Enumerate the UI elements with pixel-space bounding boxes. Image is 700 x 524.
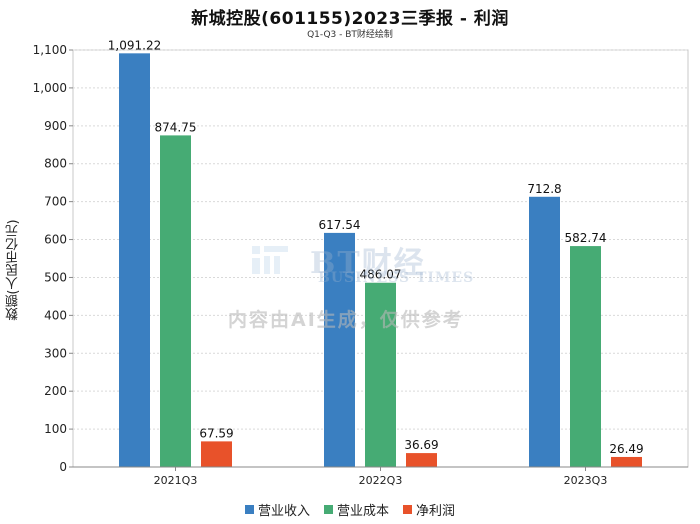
bar-value-label: 617.54 [319, 218, 361, 232]
bar [324, 232, 355, 467]
bar-value-label: 67.59 [199, 426, 233, 440]
bar-value-label: 36.69 [404, 438, 438, 452]
legend-label: 营业成本 [336, 504, 389, 519]
bar-value-label: 874.75 [155, 120, 197, 134]
legend-item[interactable]: 净利润 [403, 500, 455, 519]
y-tick-label: 1,100 [33, 43, 67, 57]
legend-swatch [244, 505, 254, 514]
y-tick-label: 600 [44, 233, 67, 247]
bar [611, 456, 642, 467]
bar [570, 246, 601, 467]
y-tick-label: 800 [44, 157, 67, 171]
y-tick-label: 1,000 [33, 81, 67, 95]
y-tick-label: 900 [44, 119, 67, 133]
bar-value-label: 26.49 [609, 442, 643, 456]
bars: 1,091.22 874.75 67.59 617.54 486.07 36.69 712.… [108, 38, 644, 467]
bar-value-label: 582.74 [565, 231, 607, 245]
legend-item[interactable]: 营业成本 [323, 500, 389, 519]
y-tick-label: 0 [59, 460, 67, 474]
bar [119, 53, 150, 467]
bar-value-label: 1,091.22 [108, 38, 161, 52]
legend-label: 营业收入 [257, 504, 310, 519]
bar [160, 135, 191, 467]
bar [201, 441, 232, 467]
bar [365, 282, 396, 467]
legend-item[interactable]: 营业收入 [244, 500, 310, 519]
chart-subtitle: Q1-Q3 - BT财经绘制 [307, 30, 393, 40]
y-tick-label: 500 [44, 270, 67, 284]
y-axis: 0 100 200 300 400 500 600 700 800 900 1,000 1,100 [33, 43, 73, 474]
y-tick-label: 100 [44, 422, 67, 436]
x-tick-label: 2023Q3 [564, 474, 608, 487]
bar-value-label: 486.07 [360, 268, 402, 282]
x-tick-label: 2021Q3 [154, 474, 198, 487]
bar [529, 196, 560, 467]
y-tick-label: 200 [44, 384, 67, 398]
x-axis: 2021Q3 2022Q3 2023Q3 [73, 466, 688, 487]
legend-label: 净利润 [416, 504, 456, 519]
legend: 营业收入 营业成本 净利润 [0, 500, 700, 519]
y-tick-label: 700 [44, 195, 67, 209]
chart-title: 新城控股(601155)2023三季报 - 利润 [191, 9, 509, 29]
legend-swatch [323, 505, 333, 514]
legend-swatch [403, 505, 412, 514]
y-tick-label: 300 [44, 346, 67, 360]
bar [406, 453, 437, 467]
bar-value-label: 712.8 [527, 182, 561, 196]
y-tick-label: 400 [44, 308, 67, 322]
x-tick-label: 2022Q3 [359, 474, 403, 487]
